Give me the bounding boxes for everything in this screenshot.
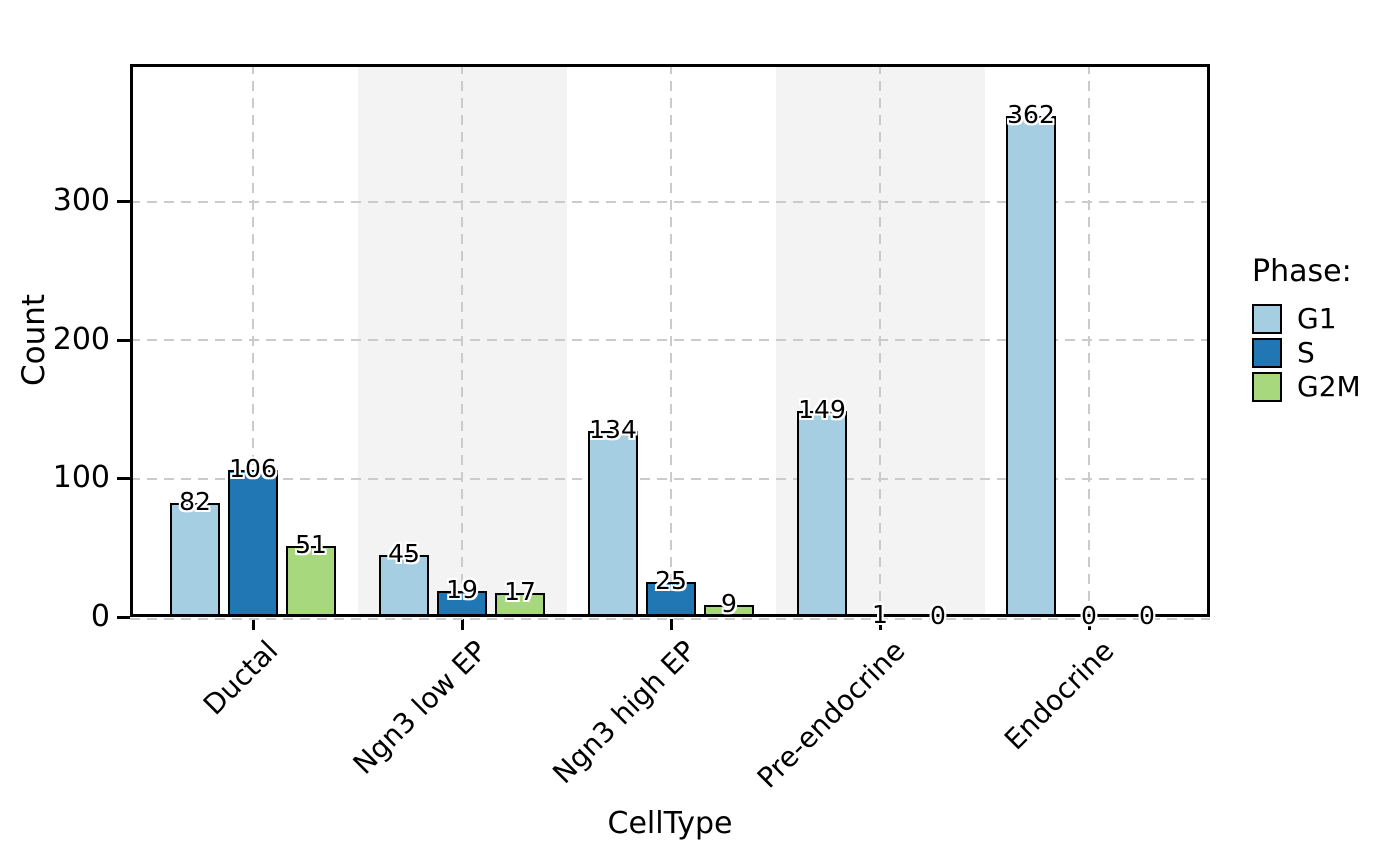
bar-value-label: 9	[721, 589, 737, 619]
bar-value-label: 134	[589, 415, 637, 445]
legend-item-g2m: G2M	[1252, 372, 1361, 402]
bar-g1-pre-endocrine	[797, 411, 847, 617]
legend-label-s: S	[1297, 336, 1315, 369]
y-tick-label: 100	[52, 460, 110, 495]
bar-value-label: 0	[930, 601, 946, 631]
legend: Phase: G1 S G2M	[1252, 254, 1361, 402]
bar-s-ductal	[228, 470, 278, 617]
bar-value-label: 106	[229, 454, 277, 484]
bar-value-label: 362	[1007, 100, 1055, 130]
legend-label-g2m: G2M	[1297, 370, 1361, 403]
bar-value-label: 25	[655, 566, 687, 596]
legend-items: G1 S G2M	[1252, 304, 1361, 402]
legend-label-g1: G1	[1297, 302, 1337, 335]
y-tick	[117, 476, 130, 480]
y-tick-label: 300	[52, 183, 110, 218]
x-tick-label-ductal: Ductal	[196, 634, 285, 722]
y-tick-label: 200	[52, 322, 110, 357]
x-tick-label-pre-endocrine: Pre-endocrine	[750, 634, 912, 795]
plot-area: 82 45 134 149 362 106 19 25 1 0 51 17 9 0 0	[130, 64, 1210, 629]
y-tick-label: 0	[90, 599, 110, 634]
bar-value-label: 51	[295, 530, 327, 560]
legend-swatch-g1	[1252, 304, 1282, 334]
x-tick-label-ngn3-high-ep: Ngn3 high EP	[546, 634, 703, 791]
x-tick-label-endocrine: Endocrine	[998, 634, 1121, 757]
gridline-horizontal	[130, 201, 1210, 203]
x-tick	[878, 619, 882, 630]
bar-value-label: 1	[872, 600, 888, 630]
x-tick	[460, 619, 464, 630]
bar-value-label: 0	[1139, 601, 1155, 631]
y-tick	[117, 338, 130, 342]
bar-value-label: 82	[179, 487, 211, 517]
legend-swatch-g2m	[1252, 372, 1282, 402]
x-tick	[669, 619, 673, 630]
bar-g1-ngn3-low-ep	[379, 555, 429, 617]
x-axis-title: CellType	[607, 806, 733, 841]
legend-item-g1: G1	[1252, 304, 1361, 334]
legend-title: Phase:	[1252, 254, 1352, 289]
bar-g1-endocrine	[1006, 116, 1056, 617]
bar-value-label: 45	[388, 539, 420, 569]
y-tick	[117, 615, 130, 619]
bar-g1-ngn3-high-ep	[588, 431, 638, 617]
bar-value-label: 17	[504, 577, 536, 607]
bar-value-label: 19	[446, 575, 478, 605]
x-tick-label-ngn3-low-ep: Ngn3 low EP	[346, 634, 494, 781]
legend-item-s: S	[1252, 338, 1361, 368]
gridline-horizontal	[130, 478, 1210, 480]
bar-g1-ductal	[170, 503, 220, 617]
gridline-horizontal	[130, 618, 1210, 620]
bar-s-ngn3-high-ep	[646, 582, 696, 617]
bar-value-label: 0	[1081, 601, 1097, 631]
bar-g2m-ngn3-low-ep	[495, 593, 545, 617]
legend-swatch-s	[1252, 338, 1282, 368]
bar-g2m-ductal	[286, 546, 336, 617]
x-tick	[1087, 619, 1091, 630]
y-tick	[117, 199, 130, 203]
gridline-horizontal	[130, 339, 1210, 341]
x-tick	[251, 619, 255, 630]
bar-s-ngn3-low-ep	[437, 591, 487, 617]
bar-value-label: 149	[798, 395, 846, 425]
